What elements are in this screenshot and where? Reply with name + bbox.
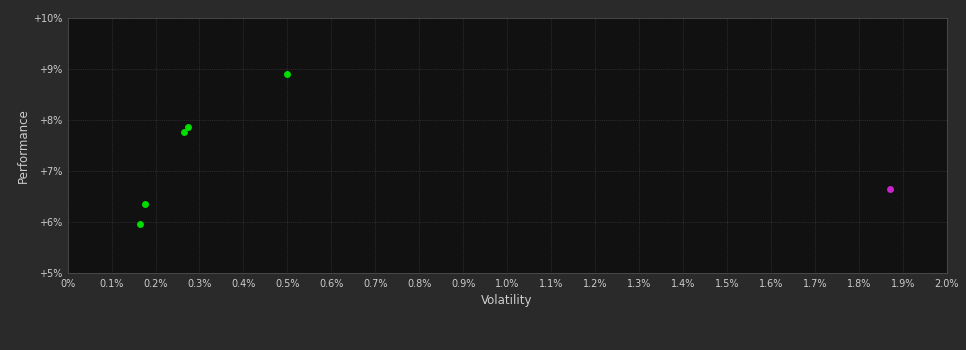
Point (177, 130, 192, 135)
Y-axis label: Performance: Performance (17, 108, 30, 183)
Point (882, 186, 897, 191)
Point (137, 201, 153, 207)
Point (132, 222, 148, 227)
Point (181, 125, 196, 130)
Point (280, 71, 296, 77)
X-axis label: Volatility: Volatility (481, 294, 533, 307)
